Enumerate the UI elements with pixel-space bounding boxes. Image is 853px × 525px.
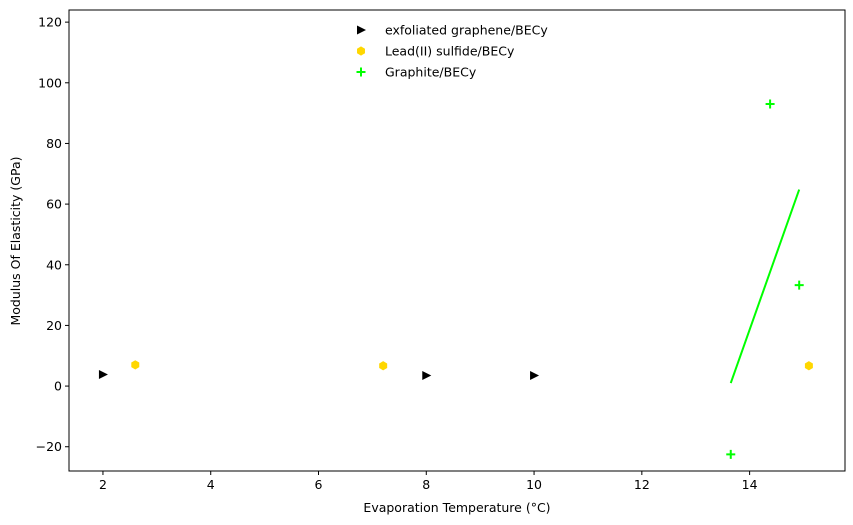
x-tick-label: 10 — [526, 477, 542, 492]
plot-area — [68, 9, 846, 472]
y-tick-label: 60 — [46, 197, 62, 212]
legend-label: exfoliated graphene/BECy — [385, 23, 548, 38]
y-axis-ticks: −20 0 20 40 60 80 100 120 — [36, 15, 69, 454]
x-tick-label: 2 — [99, 477, 107, 492]
chart-marks — [98, 99, 813, 459]
x-tick-label: 6 — [315, 477, 323, 492]
data-point-series-3 — [794, 280, 804, 290]
data-point-series-1 — [530, 370, 540, 380]
x-tick-label: 8 — [422, 477, 430, 492]
data-point-series-2 — [131, 360, 140, 370]
x-axis-ticks: 2 4 6 8 10 12 14 — [99, 471, 758, 492]
x-tick-label: 14 — [742, 477, 758, 492]
data-point-series-2 — [379, 361, 388, 371]
data-point-series-3 — [726, 449, 736, 459]
fit-line — [729, 189, 801, 384]
legend-marker — [357, 46, 365, 56]
legend-label: Graphite/BECy — [385, 65, 477, 80]
data-point-series-1 — [422, 370, 432, 380]
y-tick-label: −20 — [36, 439, 62, 454]
data-point-series-1 — [98, 370, 108, 380]
data-point-series-3 — [765, 99, 775, 109]
x-tick-label: 4 — [207, 477, 215, 492]
legend-marker — [356, 67, 366, 77]
y-tick-label: 80 — [46, 136, 62, 151]
legend-label: Lead(II) sulfide/BECy — [385, 44, 515, 59]
y-tick-label: 100 — [38, 75, 62, 90]
y-tick-label: 0 — [54, 379, 62, 394]
legend-marker — [357, 25, 366, 35]
data-point-series-2 — [804, 361, 813, 371]
x-tick-label: 12 — [634, 477, 650, 492]
y-tick-label: 40 — [46, 257, 62, 272]
y-tick-label: 20 — [46, 318, 62, 333]
y-axis-title: Modulus Of Elasticity (GPa) — [8, 157, 23, 326]
x-axis-title: Evaporation Temperature (°C) — [363, 500, 550, 515]
legend: exfoliated graphene/BECy Lead(II) sulfide… — [356, 23, 548, 80]
y-tick-label: 120 — [38, 15, 62, 30]
